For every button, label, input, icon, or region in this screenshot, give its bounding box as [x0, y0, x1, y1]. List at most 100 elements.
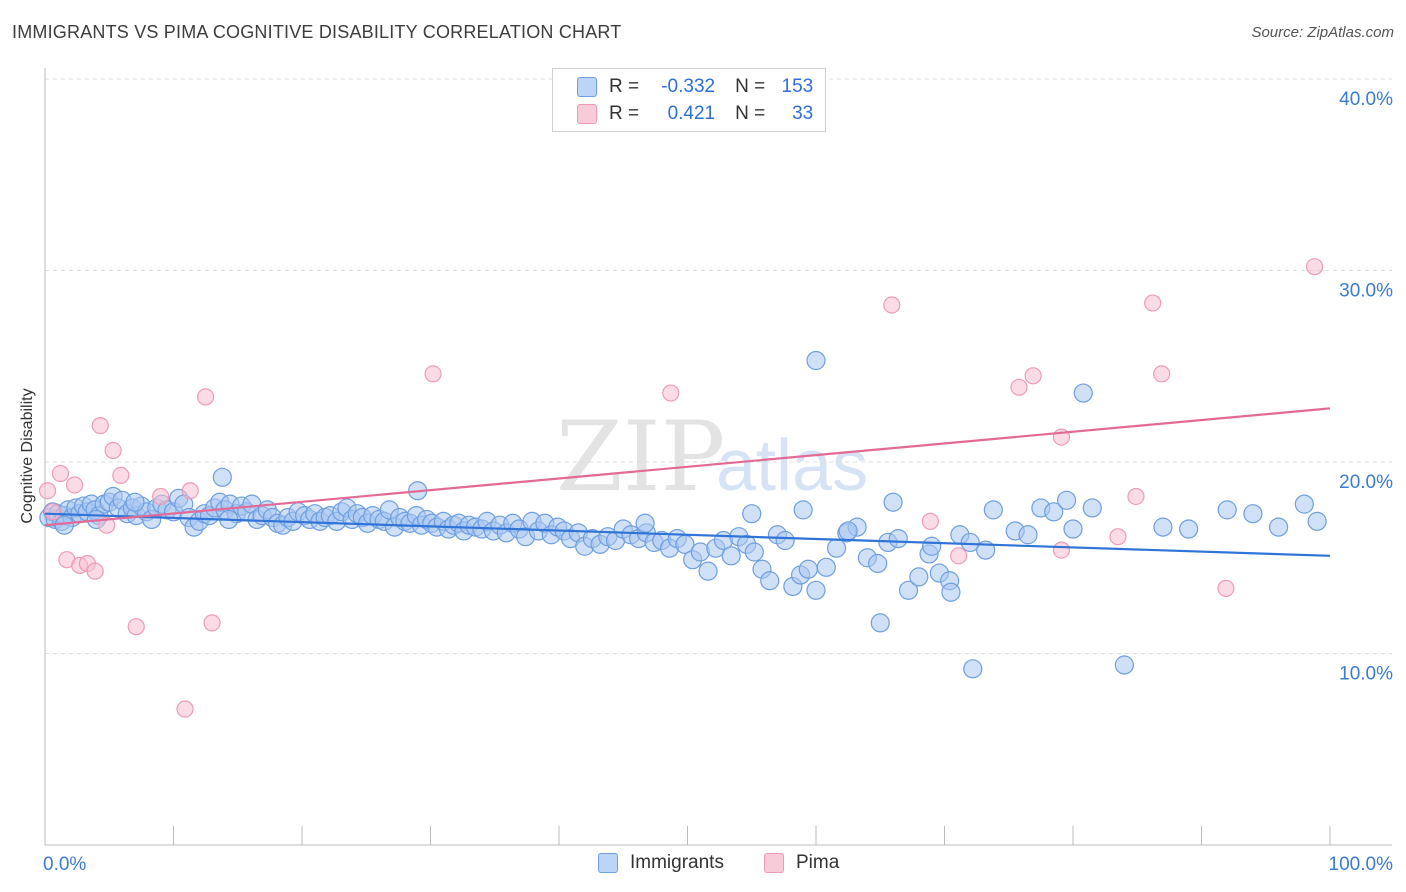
immigrants-point	[838, 521, 858, 541]
legend-swatch-pima	[577, 104, 597, 124]
pima-point	[51, 464, 70, 483]
immigrants-point	[870, 613, 890, 633]
stats-legend: R = -0.332 N = 153 R = 0.421 N = 33	[552, 68, 826, 132]
immigrants-point	[760, 571, 780, 591]
immigrants-point	[775, 530, 795, 551]
immigrants-point	[960, 532, 980, 553]
immigrants-point	[1268, 517, 1289, 537]
pima-point	[1052, 541, 1071, 559]
pima-point	[1109, 528, 1127, 546]
bottom-legend-swatch-pima	[764, 853, 784, 873]
immigrants-point	[963, 659, 983, 679]
pima-point	[181, 482, 199, 500]
immigrants-point	[868, 553, 888, 574]
pima-point	[1217, 579, 1235, 597]
immigrants-point	[1307, 511, 1327, 531]
watermark-zip: ZIP	[556, 401, 725, 513]
bottom-legend-label-pima: Pima	[796, 852, 840, 873]
legend-n-label: N =	[735, 76, 766, 97]
watermark-atlas: atlas	[716, 426, 868, 506]
immigrants-point	[635, 513, 655, 533]
legend-n-label: N =	[735, 103, 766, 124]
immigrants-point	[798, 559, 818, 579]
immigrants-point	[721, 546, 741, 566]
immigrants-point	[1056, 490, 1077, 510]
pima-point	[86, 562, 104, 580]
pima-point	[203, 614, 221, 632]
pima-point	[424, 365, 442, 383]
pima-point	[98, 516, 116, 534]
immigrants-point	[1044, 502, 1064, 522]
immigrants-point	[1179, 519, 1199, 539]
immigrants-point	[806, 350, 826, 371]
immigrants-point	[212, 467, 232, 487]
pima-point	[662, 384, 680, 402]
bottom-legend-label-immigrants: Immigrants	[630, 852, 724, 873]
immigrants-point	[922, 536, 942, 556]
immigrants-point	[888, 528, 908, 549]
pima-point	[197, 388, 215, 406]
immigrants-trendline	[44, 512, 1331, 557]
immigrants-point	[909, 567, 929, 587]
immigrants-point	[883, 492, 903, 512]
immigrants-point	[983, 500, 1003, 520]
pima-point	[65, 476, 84, 494]
immigrants-point	[1082, 498, 1102, 518]
immigrants-point	[698, 561, 718, 581]
legend-swatch-immigrants	[577, 77, 597, 97]
pima-point	[1024, 367, 1042, 385]
bottom-legend-pima: Pima	[764, 852, 839, 874]
bottom-legend-swatch-immigrants	[598, 853, 618, 873]
immigrants-point	[1018, 525, 1038, 545]
pima-trendline	[44, 407, 1331, 527]
y-tick-label: 20.0%	[1339, 472, 1393, 493]
pima-point	[176, 700, 194, 718]
immigrants-point	[806, 580, 826, 600]
legend-row-immigrants: R = -0.332 N = 153	[577, 74, 813, 100]
immigrants-point	[1114, 655, 1135, 675]
immigrants-point	[1063, 519, 1083, 539]
immigrants-point	[1073, 383, 1093, 403]
immigrants-point	[941, 582, 961, 602]
legend-n-value: 33	[792, 103, 814, 124]
pima-point	[38, 482, 57, 500]
immigrants-point	[826, 538, 847, 558]
pima-point	[1153, 365, 1171, 383]
pima-point	[921, 512, 939, 530]
immigrants-point	[125, 492, 145, 512]
pima-point	[1305, 258, 1324, 276]
pima-point	[1010, 378, 1028, 396]
pima-point	[127, 618, 145, 636]
y-tick-label: 10.0%	[1339, 664, 1393, 685]
legend-r-label: R =	[609, 103, 640, 124]
immigrants-point	[1294, 494, 1314, 514]
x-tick-label: 0.0%	[43, 854, 86, 875]
pima-point	[104, 441, 122, 460]
immigrants-point	[1153, 517, 1173, 537]
immigrants-point	[742, 504, 762, 524]
immigrants-point	[54, 515, 74, 535]
pima-point	[112, 466, 130, 485]
immigrants-point	[1243, 504, 1263, 524]
legend-row-pima: R = 0.421 N = 33	[577, 101, 813, 127]
pima-point	[1127, 487, 1145, 506]
immigrants-point	[1217, 500, 1237, 520]
y-tick-label: 40.0%	[1339, 89, 1393, 110]
immigrants-point	[793, 500, 813, 520]
x-tick-label: 100.0%	[1329, 854, 1394, 875]
bottom-legend-immigrants: Immigrants	[598, 852, 724, 874]
immigrants-point	[898, 580, 919, 600]
legend-r-value: 0.421	[667, 103, 716, 124]
pima-point	[91, 417, 109, 435]
y-tick-label: 30.0%	[1339, 281, 1393, 302]
immigrants-point	[744, 542, 764, 562]
pima-point	[152, 487, 170, 506]
legend-r-label: R =	[609, 76, 640, 97]
pima-point	[1144, 294, 1162, 312]
immigrants-point	[816, 557, 836, 577]
legend-n-value: 153	[781, 76, 814, 97]
pima-point	[44, 503, 62, 521]
chart-title: IMMIGRANTS VS PIMA COGNITIVE DISABILITY …	[12, 22, 622, 42]
pima-point	[883, 296, 901, 314]
